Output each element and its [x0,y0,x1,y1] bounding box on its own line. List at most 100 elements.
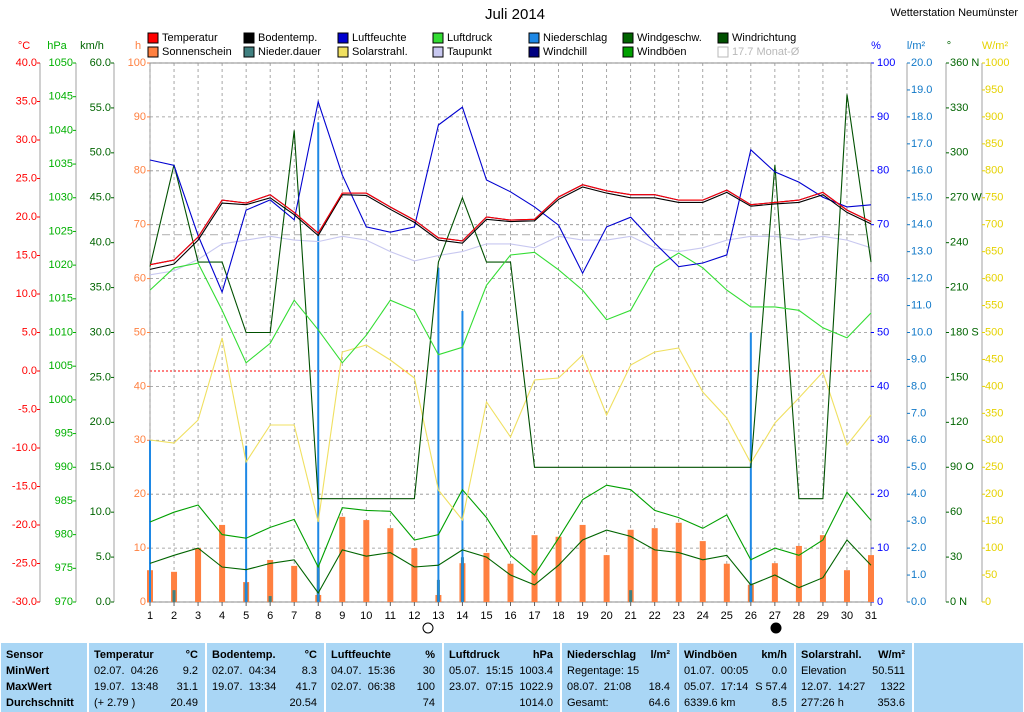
bar [411,548,418,602]
y-tick-label: 20.0 [911,57,932,69]
y-tick-label: 90 O [950,461,974,473]
row-label: MaxWert [6,681,52,693]
table-header: Luftfeuchte [331,649,391,661]
y-tick-label: 15.0 [16,249,37,261]
legend-swatch [528,32,540,44]
y-tick-label: 30 [950,551,962,563]
x-tick-label: 17 [528,610,540,622]
table-cell [444,643,560,712]
table-cell-text: 19.07. 13:34 [212,681,276,693]
y-tick-label: 1050 [49,57,73,69]
table-cell-text: 02.07. 04:34 [212,665,276,677]
bar [291,565,298,602]
bar [795,545,802,602]
axis-unit: l/m² [907,40,926,52]
table-cell [914,643,1023,712]
y-tick-label: 330 [950,102,968,114]
y-tick-label: 995 [55,427,73,439]
table-header: Niederschlag [567,649,636,661]
y-tick-label: -30.0 [12,596,37,608]
bar [387,528,394,602]
x-tick-label: 16 [504,610,516,622]
y-tick-label: 10 [134,542,146,554]
table-cell-text: 08.07. 21:08 [567,681,631,693]
legend-label: 17.7 Monat-Ø [732,46,800,58]
table-cell-value: 353.6 [877,697,905,709]
new-moon-icon [770,622,782,634]
y-tick-label: 300 [950,147,968,159]
table-cell-text: 277:26 h [801,697,844,709]
y-tick-label: 750 [985,192,1003,204]
bar [363,520,370,602]
bar [771,563,778,602]
bar [868,555,874,602]
y-tick-label: 10.0 [16,288,37,300]
x-tick-label: 2 [171,610,177,622]
table-header: Bodentemp. [212,649,276,661]
bar [172,590,176,602]
axis-unit: % [871,40,881,52]
y-tick-label: 15.0 [90,461,111,473]
axis-unit: W/m² [982,40,1009,52]
table-cell-text: Gesamt: [567,697,609,709]
y-tick-label: 500 [985,326,1003,338]
y-tick-label: 17.0 [911,138,932,150]
table-cell [89,643,205,712]
row-label: Durchschnitt [6,697,74,709]
x-tick-label: 18 [552,610,564,622]
series-line [149,529,872,595]
bar [699,541,706,602]
axis-unit: ° [947,40,951,52]
y-tick-label: 800 [985,165,1003,177]
table-cell-text: 04.07. 15:36 [331,665,395,677]
y-tick-label: 40.0 [90,237,111,249]
y-tick-label: 30.0 [90,326,111,338]
table-cell-text: 01.07. 00:05 [684,665,748,677]
axis-unit: h [135,40,141,52]
legend-swatch [243,46,255,58]
y-tick-label: 270 W [950,192,982,204]
chart-title: Juli 2014 [485,6,545,23]
x-tick-label: 15 [480,610,492,622]
y-tick-label: 450 [985,353,1003,365]
table-header: Sensor [6,649,44,661]
y-tick-label: 30 [877,434,889,446]
table-cell [796,643,912,712]
legend-label: Luftdruck [447,32,493,44]
bar [675,522,682,602]
table-cell-value: 1022.9 [519,681,553,693]
y-tick-label: 5.0 [911,461,926,473]
y-tick-label: 40 [134,380,146,392]
y-tick-label: 200 [985,488,1003,500]
y-tick-label: 60 [134,273,146,285]
table-header: Temperatur [94,649,154,661]
y-tick-label: 40.0 [16,57,37,69]
table-cell-text: 23.07. 07:15 [449,681,513,693]
y-tick-label: 12.0 [911,273,932,285]
y-tick-label: 975 [55,562,73,574]
y-tick-label: 100 [985,542,1003,554]
legend-label: Taupunkt [447,46,492,58]
y-tick-label: 360 N [950,57,979,69]
table-cell-text: 6339.6 km [684,697,735,709]
y-tick-label: 100 [877,57,895,69]
y-tick-label: 6.0 [911,434,926,446]
y-tick-label: 1010 [49,326,73,338]
axis-unit: °C [18,40,30,52]
y-tick-label: 50.0 [90,147,111,159]
legend-swatch [147,46,159,58]
y-tick-label: 1025 [49,225,73,237]
legend-label: Solarstrahl. [352,46,408,58]
y-tick-label: 900 [985,111,1003,123]
table-cell-value: 64.6 [649,697,670,709]
bar [195,548,202,602]
x-tick-label: 3 [195,610,201,622]
x-tick-label: 13 [432,610,444,622]
x-tick-label: 7 [291,610,297,622]
y-tick-label: 80 [134,165,146,177]
y-tick-label: 20.0 [16,211,37,223]
y-tick-label: 14.0 [911,219,932,231]
y-tick-label: 350 [985,407,1003,419]
y-tick-label: 60 [877,273,889,285]
